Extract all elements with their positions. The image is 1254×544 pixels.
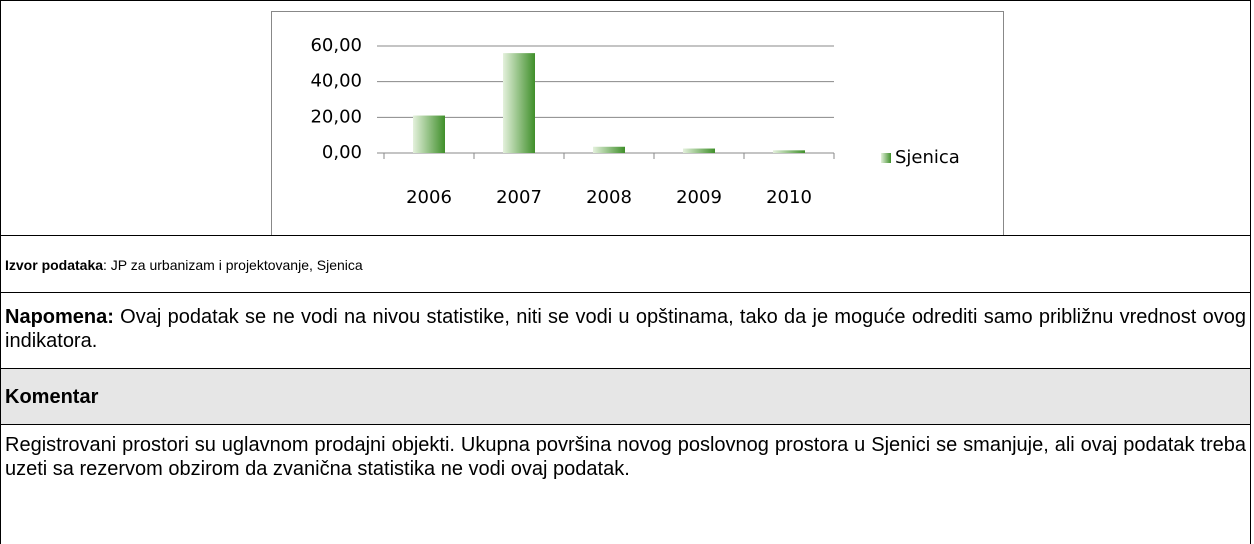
bar bbox=[503, 53, 535, 154]
legend-swatch bbox=[881, 153, 891, 163]
bar bbox=[683, 148, 715, 153]
note: Napomena: Ovaj podatak se ne vodi na niv… bbox=[5, 305, 1246, 353]
x-tick-label: 2009 bbox=[676, 187, 722, 208]
bar bbox=[413, 115, 445, 153]
comment-title-row: Komentar bbox=[0, 368, 1251, 425]
source-text: : JP za urbanizam i projektovanje, Sjeni… bbox=[103, 257, 363, 273]
x-tick-label: 2006 bbox=[406, 187, 452, 208]
comment-text: Registrovani prostori su uglavnom prodaj… bbox=[5, 434, 1246, 480]
chart-frame bbox=[271, 11, 1004, 236]
note-label: Napomena: bbox=[5, 306, 114, 328]
comment-title: Komentar bbox=[5, 386, 99, 408]
note-row: Napomena: Ovaj podatak se ne vodi na niv… bbox=[0, 292, 1251, 369]
legend-label: Sjenica bbox=[895, 147, 960, 168]
chart: 0,00 20,00 40,00 60,00 2006 2007 2008 2009 2010 S… bbox=[271, 11, 1004, 236]
x-tick-label: 2010 bbox=[766, 187, 812, 208]
y-tick-label: 60,00 bbox=[310, 35, 362, 56]
bar bbox=[593, 146, 625, 153]
source-label: Izvor podataka bbox=[5, 257, 104, 273]
source-row: Izvor podataka: JP za urbanizam i projek… bbox=[0, 235, 1251, 293]
bar bbox=[773, 150, 805, 153]
x-tick-label: 2008 bbox=[586, 187, 632, 208]
y-tick-label: 0,00 bbox=[322, 142, 362, 163]
y-tick-label: 20,00 bbox=[310, 106, 362, 127]
chart-row: 0,00 20,00 40,00 60,00 2006 2007 2008 2009 2010 S… bbox=[0, 0, 1251, 236]
comment-row: Registrovani prostori su uglavnom prodaj… bbox=[0, 424, 1251, 544]
x-tick-label: 2007 bbox=[496, 187, 542, 208]
y-tick-label: 40,00 bbox=[310, 71, 362, 92]
note-text: Ovaj podatak se ne vodi na nivou statist… bbox=[5, 306, 1246, 352]
